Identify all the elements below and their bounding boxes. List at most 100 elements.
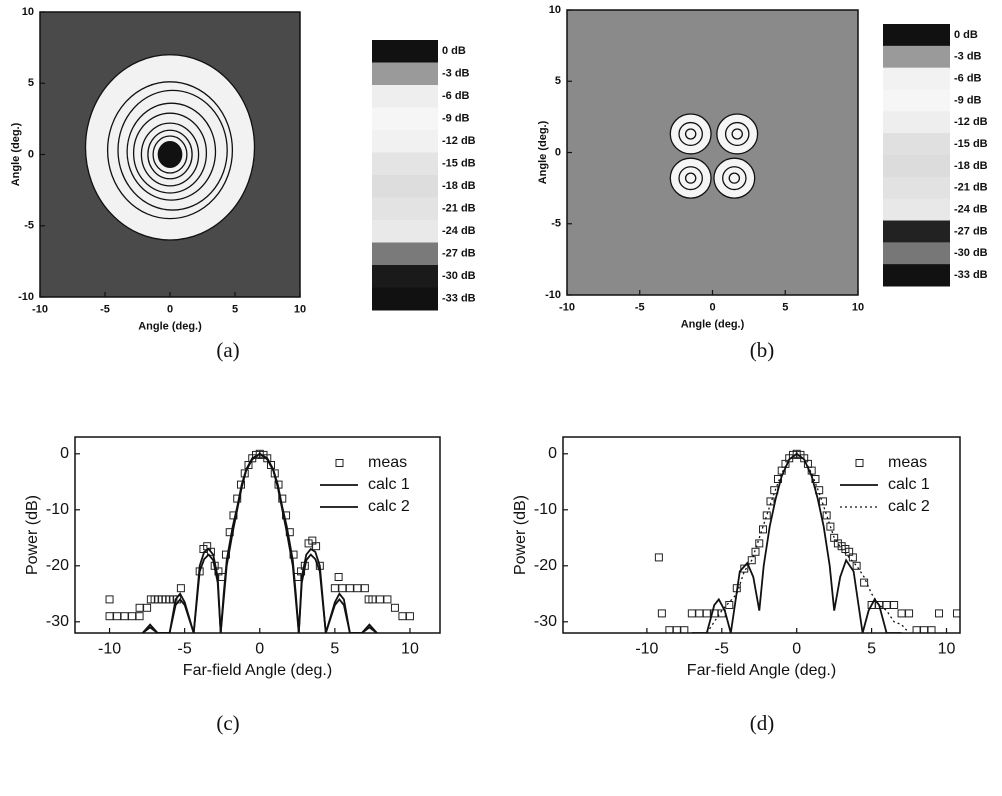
colorbar-label: -21 dB bbox=[442, 203, 476, 215]
colorbar-label: -18 dB bbox=[954, 160, 988, 172]
colorbar-label: -30 dB bbox=[442, 270, 476, 282]
marker bbox=[935, 609, 944, 618]
y-axis-label: Angle (deg.) bbox=[10, 122, 22, 186]
marker bbox=[334, 573, 343, 581]
x-tick-label: 5 bbox=[330, 640, 339, 657]
plot-area bbox=[654, 449, 960, 633]
colorbar-block bbox=[883, 176, 950, 200]
plot-frame bbox=[562, 436, 961, 634]
colorbar-label: -33 dB bbox=[954, 269, 988, 281]
colorbar-block bbox=[372, 107, 438, 131]
marker bbox=[852, 561, 861, 570]
y-axis-label: Power (dB) bbox=[512, 495, 529, 575]
colorbar-label: -27 dB bbox=[954, 225, 988, 237]
colorbar-label: -3 dB bbox=[954, 51, 982, 63]
legend-label: calc 1 bbox=[888, 476, 930, 493]
colorbar-block bbox=[372, 130, 438, 153]
colorbar-label: -12 dB bbox=[442, 135, 476, 147]
marker bbox=[312, 542, 321, 551]
marker bbox=[330, 584, 339, 593]
marker bbox=[758, 525, 767, 534]
colorbar-label: -18 dB bbox=[442, 180, 476, 192]
y-tick-label: 5 bbox=[28, 77, 34, 89]
marker bbox=[822, 511, 831, 520]
colorbar-label: -21 dB bbox=[954, 182, 988, 194]
marker bbox=[657, 609, 666, 618]
y-tick-label: 0 bbox=[548, 445, 557, 462]
contour bbox=[126, 102, 217, 201]
marker bbox=[345, 584, 354, 593]
colorbar-label: -9 dB bbox=[954, 94, 982, 106]
marker bbox=[762, 511, 771, 520]
y-tick-label: -10 bbox=[534, 501, 557, 518]
contour bbox=[140, 122, 200, 187]
marker bbox=[953, 609, 960, 618]
y-tick-label: -10 bbox=[18, 291, 34, 303]
marker bbox=[353, 584, 362, 593]
marker bbox=[135, 603, 144, 612]
colorbar-label: -15 dB bbox=[442, 158, 476, 170]
marker bbox=[751, 547, 760, 556]
marker bbox=[725, 601, 734, 609]
colorbar-label: -9 dB bbox=[442, 113, 470, 125]
x-tick-label: -5 bbox=[100, 304, 110, 316]
colorbar-block bbox=[372, 85, 438, 108]
x-axis-label: Angle (deg.) bbox=[681, 318, 745, 330]
colorbar-block bbox=[883, 155, 950, 178]
x-tick-label: 5 bbox=[867, 640, 876, 657]
contour bbox=[669, 157, 712, 199]
contour bbox=[157, 141, 183, 168]
colorbar-block bbox=[372, 197, 438, 221]
colorbar-block bbox=[372, 175, 438, 198]
y-axis-label: Angle (deg.) bbox=[537, 120, 549, 184]
colorbar-label: -27 dB bbox=[442, 248, 476, 260]
y-tick-label: -10 bbox=[46, 501, 69, 518]
y-tick-label: -20 bbox=[534, 557, 557, 574]
legend-label: calc 1 bbox=[368, 476, 410, 493]
curve bbox=[706, 452, 910, 633]
colorbar-label: 0 dB bbox=[954, 29, 978, 41]
marker bbox=[826, 522, 835, 531]
colorbar-block bbox=[372, 242, 438, 266]
x-tick-label: -10 bbox=[32, 304, 48, 316]
marker bbox=[176, 584, 185, 593]
colorbar-label: -6 dB bbox=[442, 90, 470, 102]
colorbar-label: -12 dB bbox=[954, 116, 988, 128]
x-tick-label: 10 bbox=[401, 640, 419, 657]
legend-label: calc 2 bbox=[368, 498, 410, 515]
x-tick-label: -5 bbox=[715, 640, 729, 657]
colorbar-block bbox=[883, 242, 950, 265]
x-tick-label: 10 bbox=[294, 304, 306, 316]
contour bbox=[669, 113, 712, 155]
marker bbox=[687, 609, 696, 618]
marker bbox=[755, 539, 764, 548]
y-tick-label: 10 bbox=[549, 4, 561, 16]
contour bbox=[106, 81, 234, 220]
contour bbox=[678, 166, 703, 191]
contour bbox=[684, 128, 697, 140]
x-tick-label: 5 bbox=[232, 304, 238, 316]
x-tick-label: -5 bbox=[635, 302, 645, 314]
marker bbox=[375, 595, 384, 604]
marker bbox=[860, 578, 869, 587]
x-axis-label: Angle (deg.) bbox=[138, 320, 202, 332]
y-tick-label: -5 bbox=[551, 218, 561, 230]
legend-label: meas bbox=[888, 454, 927, 471]
legend-label: meas bbox=[368, 454, 407, 471]
colorbar-block bbox=[372, 287, 438, 311]
x-tick-label: 5 bbox=[782, 302, 788, 314]
legend-marker bbox=[855, 459, 864, 467]
x-axis-label: Far-field Angle (deg.) bbox=[183, 662, 332, 679]
colorbar-block bbox=[883, 198, 950, 221]
marker bbox=[338, 584, 347, 593]
marker bbox=[105, 612, 114, 621]
colorbar-block bbox=[883, 45, 950, 69]
y-tick-label: 0 bbox=[555, 146, 561, 158]
contour bbox=[678, 121, 703, 147]
curve bbox=[691, 452, 902, 633]
colorbar-block bbox=[883, 67, 950, 90]
colorbar-label: -30 dB bbox=[954, 247, 988, 259]
contour bbox=[728, 172, 741, 184]
x-tick-label: 0 bbox=[792, 640, 801, 657]
legend-label: calc 2 bbox=[888, 498, 930, 515]
